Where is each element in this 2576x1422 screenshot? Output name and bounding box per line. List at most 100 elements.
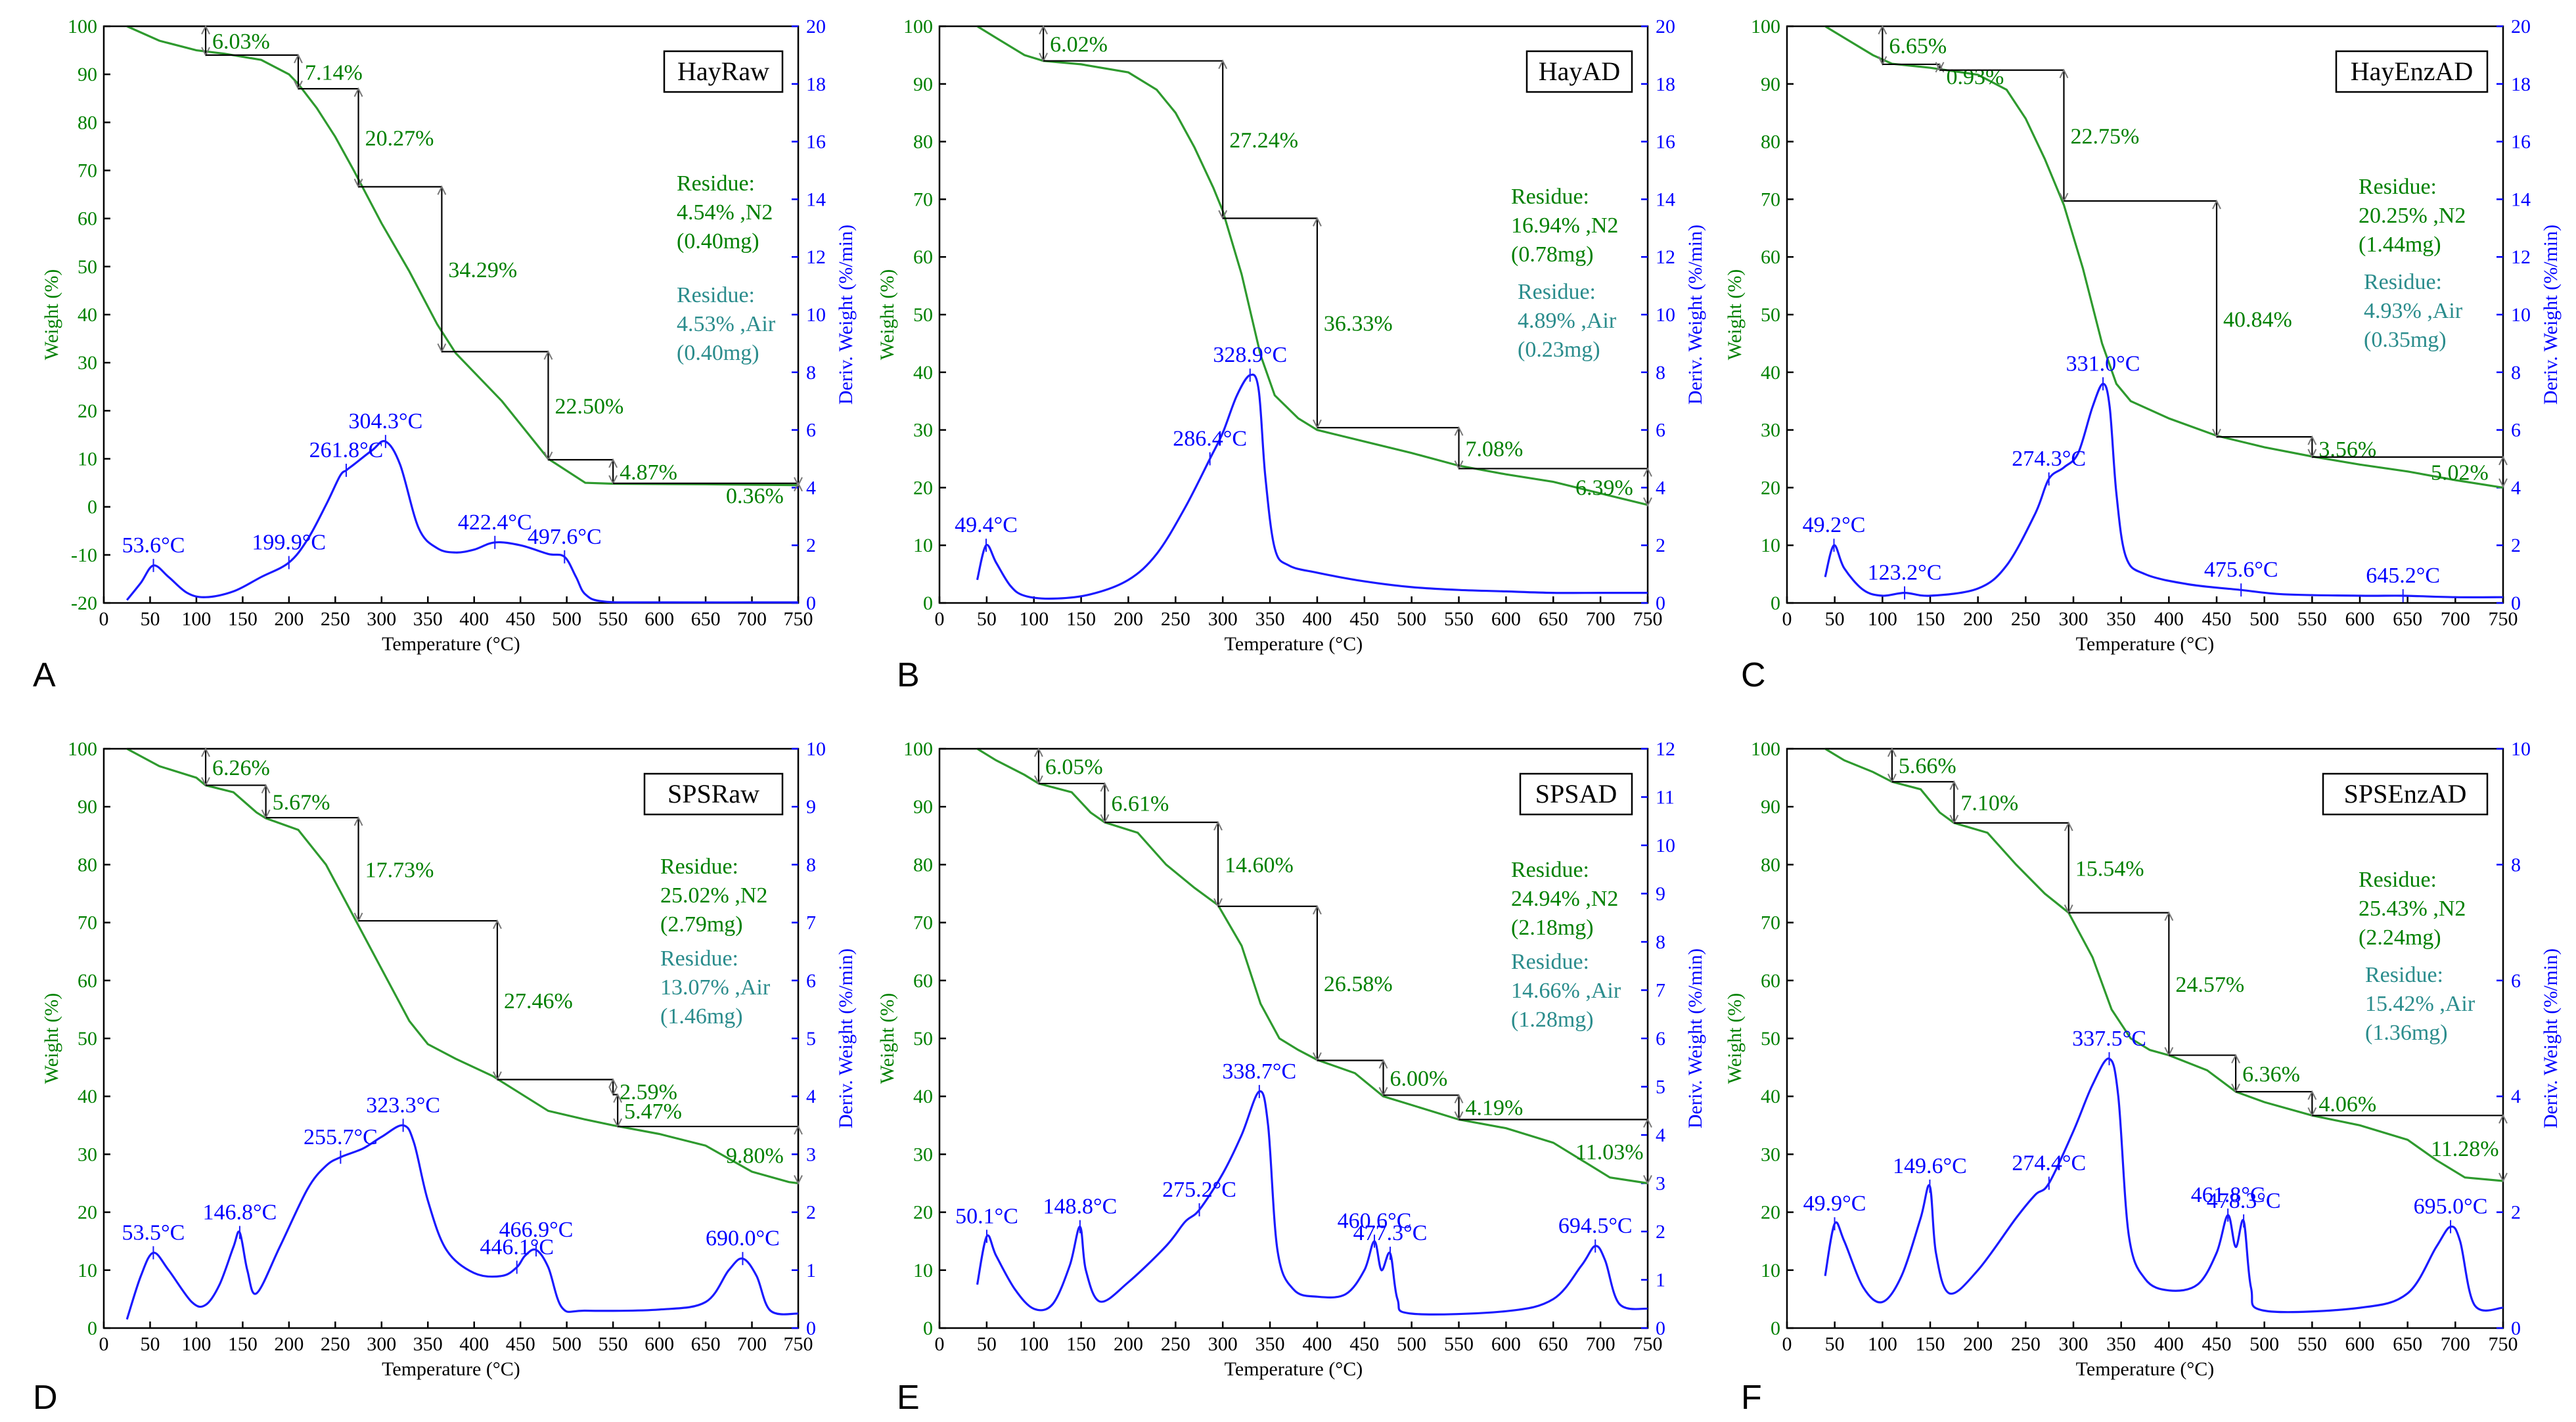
x-tick-label: 550 (1444, 608, 1474, 630)
peak-label: 286.4°C (1173, 427, 1247, 451)
x-tick-label: 700 (2441, 608, 2470, 630)
x-tick-label: 450 (2202, 1333, 2232, 1355)
y-left-tick-label: 100 (1751, 738, 1780, 760)
x-tick-label: 750 (1633, 1333, 1663, 1355)
step-arrowheads (794, 477, 803, 492)
step-arrowheads (1454, 1094, 1464, 1121)
weight-curve (1824, 25, 2504, 489)
step-arrowheads (1313, 904, 1322, 1062)
x-tick-label: 100 (181, 1333, 211, 1355)
y-right-tick-label: 12 (2511, 246, 2531, 268)
x-tick-label: 500 (552, 1333, 581, 1355)
peak-label: 50.1°C (955, 1204, 1018, 1228)
tga-panel-c: 0 50 100 150 200 250 300 350 400 450 500 550 600 650 7… (1724, 16, 2562, 694)
step-loss-label: 27.24% (1229, 129, 1298, 153)
panel-letter: C (1741, 656, 1766, 694)
x-tick-label: 450 (2202, 608, 2232, 630)
x-tick-label: 150 (1916, 608, 1945, 630)
x-tick-label: 250 (1161, 1333, 1190, 1355)
y-right-tick-label: 8 (1656, 362, 1665, 384)
peak-label: 49.2°C (1803, 513, 1866, 537)
step-loss-label: 7.14% (305, 61, 363, 85)
plot-frame (938, 747, 1649, 1329)
y-left-tick-label: 70 (913, 912, 933, 934)
step-arrowheads (608, 458, 618, 485)
y-left-tick-label: 60 (1761, 970, 1780, 992)
x-tick-label: 650 (1539, 608, 1568, 630)
y-right-tick-label: 7 (806, 912, 816, 934)
y-left-tick-label: 100 (68, 16, 97, 37)
x-tick-label: 750 (784, 1333, 813, 1355)
y-right-axis-title: Deriv. Weight (%/min) (835, 225, 857, 405)
y-left-tick-label: 100 (68, 738, 97, 760)
x-tick-label: 50 (1825, 1333, 1845, 1355)
step-arrowheads (1100, 782, 1110, 824)
y-left-tick-label: 60 (913, 970, 933, 992)
x-tick-label: 250 (2011, 1333, 2041, 1355)
y-left-tick-label: 10 (78, 1260, 97, 1281)
y-right-axis-title: Deriv. Weight (%/min) (2540, 225, 2562, 405)
peak-label: 304.3°C (348, 409, 422, 433)
y-right-tick-label: 20 (2511, 16, 2531, 37)
x-axis-title: Temperature (°C) (2076, 633, 2215, 655)
y-right-tick-label: 7 (1656, 980, 1665, 1002)
residue-n2-line: 25.43% ,N2 (2359, 897, 2466, 921)
y-left-tick-label: 80 (1761, 131, 1780, 153)
x-tick-label: 300 (367, 608, 396, 630)
y-left-tick-label: 0 (87, 497, 97, 518)
y-left-tick-label: 0 (87, 1318, 97, 1339)
step-arrowheads (794, 1124, 803, 1185)
y-left-tick-label: 30 (1761, 1144, 1780, 1165)
x-tick-label: 250 (1161, 608, 1190, 630)
y-right-tick-label: 10 (2511, 304, 2531, 326)
y-left-tick-label: 70 (1761, 912, 1780, 934)
residue-n2-line: Residue: (677, 171, 755, 196)
y-left-tick-label: 90 (78, 64, 97, 85)
x-tick-label: 150 (1066, 608, 1096, 630)
peak-label: 446.1°C (480, 1235, 554, 1259)
x-tick-label: 500 (1397, 608, 1426, 630)
residue-air-line: 14.66% ,Air (1511, 979, 1621, 1003)
step-loss-label: 26.58% (1324, 972, 1393, 996)
step-loss-label: 3.56% (2318, 437, 2376, 462)
x-tick-label: 350 (1255, 1333, 1285, 1355)
peak-label: 694.5°C (1558, 1214, 1633, 1238)
peak-label: 149.6°C (1893, 1154, 1967, 1178)
weight-curve (1824, 747, 2504, 1182)
y-right-tick-label: 3 (1656, 1173, 1665, 1195)
x-axis-title: Temperature (°C) (382, 1358, 520, 1380)
y-right-tick-label: 12 (1656, 246, 1675, 268)
peak-label: 274.4°C (2012, 1151, 2086, 1176)
y-left-tick-label: 40 (1761, 1086, 1780, 1107)
step-arrowheads (1878, 24, 1887, 66)
x-tick-label: 200 (1963, 1333, 1993, 1355)
y-left-tick-label: 60 (78, 208, 97, 230)
y-left-tick-label: 40 (78, 304, 97, 326)
step-loss-label: 6.00% (1390, 1067, 1448, 1091)
step-loss-label: 22.75% (2070, 124, 2139, 148)
y-right-tick-label: 6 (806, 970, 816, 992)
y-right-tick-label: 4 (2511, 1086, 2521, 1107)
x-tick-label: 100 (1019, 1333, 1049, 1355)
peak-label: 460.6°C (1338, 1209, 1412, 1233)
y-left-tick-label: 60 (913, 246, 933, 268)
x-axis-title: Temperature (°C) (1225, 633, 1363, 655)
residue-air-line: Residue: (2365, 963, 2443, 987)
y-right-tick-label: 0 (1656, 1318, 1665, 1339)
y-right-tick-label: 8 (2511, 362, 2521, 384)
step-arrowheads (1454, 426, 1464, 470)
y-left-tick-label: 50 (1761, 1028, 1780, 1050)
peak-label: 337.5°C (2072, 1027, 2146, 1051)
x-tick-label: 150 (1066, 1333, 1096, 1355)
step-loss-label: 27.46% (504, 989, 573, 1013)
deriv-weight-curve (976, 373, 1648, 600)
x-tick-label: 150 (228, 608, 258, 630)
x-tick-label: 300 (2059, 608, 2089, 630)
residue-n2-line: Residue: (2359, 175, 2437, 199)
y-right-tick-label: 12 (806, 246, 826, 268)
x-tick-label: 500 (552, 608, 581, 630)
step-loss-label: 7.08% (1466, 437, 1524, 461)
x-tick-label: 50 (140, 1333, 160, 1355)
x-tick-label: 700 (1586, 608, 1616, 630)
step-loss-label: 24.57% (2175, 973, 2244, 997)
